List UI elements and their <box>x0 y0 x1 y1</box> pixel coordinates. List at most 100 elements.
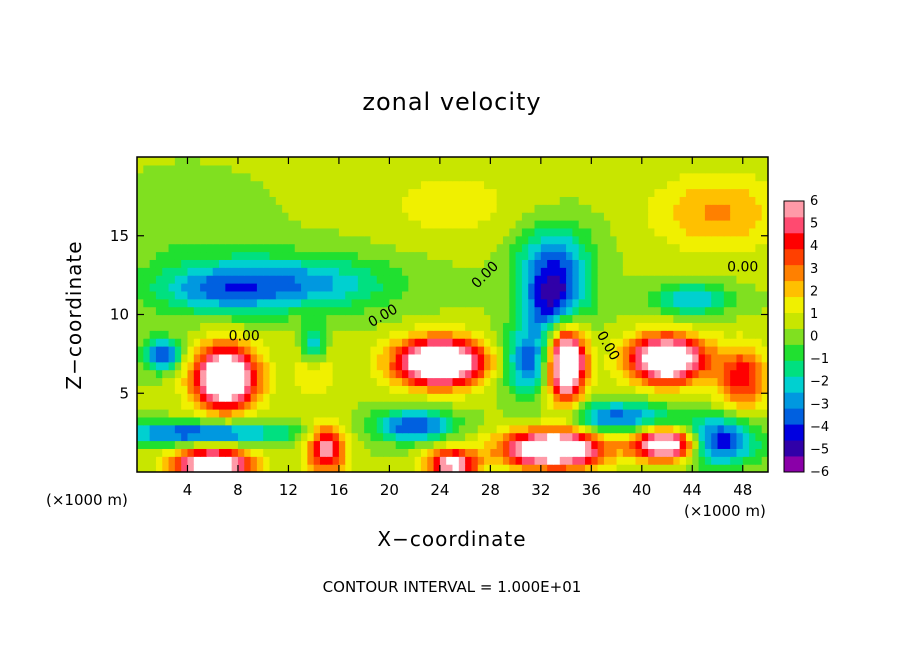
heatmap-cell <box>155 290 163 300</box>
colorbar-tick-label: −3 <box>810 397 829 412</box>
heatmap-cell <box>717 322 725 331</box>
heatmap-cell <box>622 346 630 355</box>
heatmap-cell <box>206 275 214 284</box>
heatmap-cell <box>364 204 372 213</box>
heatmap-cell <box>364 409 372 418</box>
heatmap-cell <box>585 369 592 379</box>
heatmap-cell <box>319 424 327 434</box>
heatmap-cell <box>616 212 624 221</box>
heatmap-cell <box>528 227 536 237</box>
heatmap-cell <box>389 456 397 465</box>
heatmap-cell <box>654 164 662 174</box>
heatmap-cell <box>162 164 170 174</box>
heatmap-cell <box>376 385 384 394</box>
heatmap-cell <box>143 448 151 457</box>
heatmap-cell <box>755 251 763 260</box>
heatmap-cell <box>408 180 416 190</box>
colorbar-swatch <box>784 216 804 234</box>
heatmap-cell <box>704 361 712 371</box>
heatmap-cell <box>490 440 498 449</box>
heatmap-cell <box>648 212 656 221</box>
heatmap-cell <box>237 401 245 410</box>
heatmap-cell <box>364 227 372 237</box>
heatmap-cell <box>206 212 214 221</box>
heatmap-cell <box>433 385 441 394</box>
heatmap-cell <box>566 220 573 229</box>
heatmap-cell <box>704 440 712 449</box>
heatmap-cell <box>301 235 308 245</box>
heatmap-cell <box>338 251 346 260</box>
heatmap-cell <box>244 369 252 379</box>
heatmap-cell <box>502 330 510 339</box>
heatmap-cell <box>288 416 296 426</box>
heatmap-cell <box>679 369 687 379</box>
heatmap-cell <box>458 330 466 339</box>
heatmap-cell <box>597 448 605 457</box>
heatmap-cell <box>275 188 283 197</box>
heatmap-cell <box>408 338 416 347</box>
heatmap-cell <box>357 416 365 426</box>
heatmap-cell <box>711 188 719 197</box>
heatmap-cell <box>692 220 700 229</box>
heatmap-cell <box>212 464 220 472</box>
heatmap-cell <box>578 283 586 292</box>
heatmap-cell <box>679 322 687 331</box>
heatmap-cell <box>237 306 245 316</box>
heatmap-cell <box>591 440 599 449</box>
heatmap-cell <box>414 322 422 331</box>
heatmap-cell <box>559 298 567 308</box>
heatmap-cell <box>420 180 428 190</box>
heatmap-cell <box>635 243 643 253</box>
heatmap-cell <box>206 385 214 394</box>
heatmap-cell <box>149 416 157 426</box>
heatmap-cell <box>528 196 536 205</box>
heatmap-cell <box>566 298 573 308</box>
heatmap-cell <box>294 164 302 174</box>
heatmap-cell <box>187 243 195 253</box>
heatmap-cell <box>187 259 195 268</box>
heatmap-cell <box>572 393 580 402</box>
heatmap-cell <box>294 172 302 182</box>
heatmap-cell <box>730 298 738 308</box>
heatmap-cell <box>597 424 605 434</box>
heatmap-cell <box>635 314 643 323</box>
heatmap-cell <box>408 251 416 260</box>
heatmap-cell <box>269 220 277 229</box>
heatmap-cell <box>282 432 290 442</box>
heatmap-cell <box>137 322 144 331</box>
heatmap-cell <box>326 164 334 174</box>
heatmap-cell <box>465 456 473 465</box>
heatmap-cell <box>660 424 668 434</box>
heatmap-cell <box>212 235 220 245</box>
heatmap-cell <box>155 353 163 363</box>
heatmap-cell <box>679 306 687 316</box>
heatmap-cell <box>263 369 271 379</box>
heatmap-cell <box>534 314 542 323</box>
heatmap-cell <box>641 464 649 472</box>
heatmap-cell <box>591 275 599 284</box>
heatmap-cell <box>269 275 277 284</box>
heatmap-cell <box>326 448 334 457</box>
heatmap-cell <box>477 440 485 449</box>
heatmap-cell <box>326 361 334 371</box>
heatmap-cell <box>301 401 308 410</box>
heatmap-cell <box>692 188 700 197</box>
heatmap-cell <box>433 251 441 260</box>
heatmap-cell <box>698 440 706 449</box>
heatmap-cell <box>591 251 599 260</box>
heatmap-cell <box>629 432 637 442</box>
heatmap-cell <box>547 212 555 221</box>
heatmap-cell <box>654 243 662 253</box>
heatmap-cell <box>578 401 586 410</box>
colorbar-tick-label: 3 <box>810 262 818 277</box>
heatmap-cell <box>654 338 662 347</box>
heatmap-cell <box>383 164 390 174</box>
heatmap-cell <box>692 377 700 386</box>
heatmap-cell <box>389 464 397 472</box>
heatmap-cell <box>181 243 189 253</box>
heatmap-cell <box>307 448 315 457</box>
heatmap-cell <box>357 227 365 237</box>
heatmap-cell <box>622 212 630 221</box>
heatmap-cell <box>742 180 750 190</box>
heatmap-cell <box>515 330 523 339</box>
